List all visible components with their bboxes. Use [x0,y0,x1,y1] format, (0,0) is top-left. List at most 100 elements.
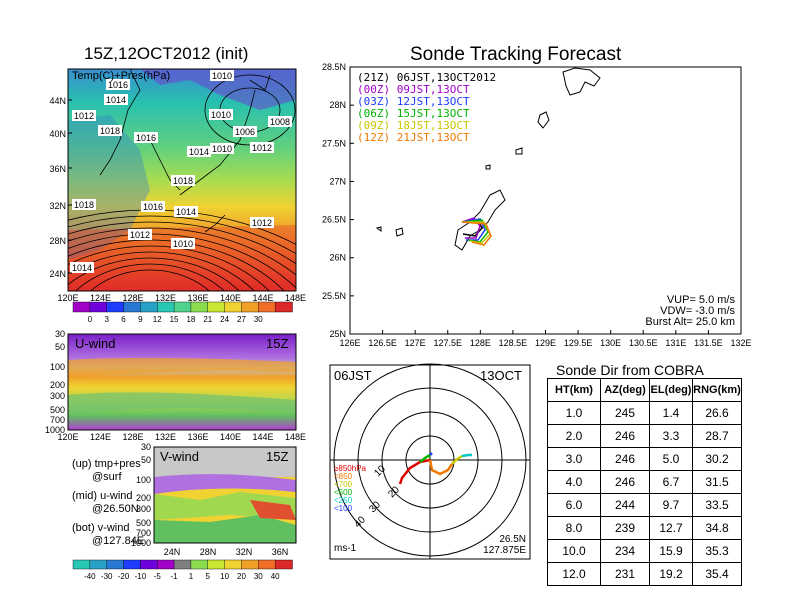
colorbar-label: 9 [138,315,143,324]
isobar-label-bg [106,79,130,90]
lon-tick-label: 144E [252,432,273,442]
table-cell: 28.7 [692,424,742,448]
table-cell: 234 [600,539,650,563]
lon-tick-label: 148E [285,293,306,303]
table-cell: 1.0 [547,401,601,425]
col-header: AZ(deg) [600,378,650,402]
lon-tick-label: 127.5E [433,338,462,348]
isobar-label: 1012 [252,143,272,153]
isobar-label: 1012 [252,218,272,228]
table-row: 10.0 234 15.9 35.3 [547,539,742,563]
pressure-tick-label: 300 [136,504,151,514]
isobar-label-bg [268,116,292,127]
lon-tick-label: 120E [57,432,78,442]
track-params: VUP= 5.0 m/s VDW= -3.0 m/s Burst Alt= 25… [630,295,735,328]
table-cell: 4.0 [547,470,601,494]
pressure-tick-label: 500 [136,518,151,528]
isobar-label-bg [233,126,257,137]
tracking-title: Sonde Tracking Forecast [410,44,622,65]
lat-tick-label: 24N [49,269,66,279]
colorbar-label: -1 [171,572,179,581]
lon-tick-label: 132E [155,432,176,442]
isobar-line [68,245,270,291]
note-mid: (mid) u-wind @26.50N [72,490,139,515]
lat-tick-label: 44N [49,96,66,106]
isobar-label-bg [141,201,165,212]
table-cell: 2.0 [547,424,601,448]
table-row: 1.0 245 1.4 26.6 [547,401,742,425]
level-label: ≥850hPa [334,464,366,473]
lon-tick-label: 130.5E [629,338,658,348]
lat-tick-label: 32N [49,201,66,211]
table-cell: 6.0 [547,493,601,517]
table-row: 4.0 246 6.7 31.5 [547,470,742,494]
table-cell: 231 [600,562,650,586]
table-cell: 3.3 [649,424,693,448]
table-cell: 3.0 [547,447,601,471]
v-wind-time: 15Z [266,449,289,464]
note-up: (up) tmp+pres @surf [72,458,141,483]
polar-lon: 127.875E [483,545,526,556]
lon-tick-label: 128E [122,432,143,442]
isobar-label: 1014 [72,263,92,273]
pressure-tick-label: 30 [141,442,151,452]
table-cell: 8.0 [547,516,601,540]
table-cell: 246 [600,424,650,448]
lat-tick-label: 27.5N [322,138,346,148]
polar-time: 06JST [334,368,372,383]
colorbar-label: 21 [203,315,212,324]
isobar-label: 1014 [176,207,196,217]
level-label: <500 [334,488,353,497]
lon-tick-label: 130E [600,338,621,348]
pressure-tick-label: 1000 [131,538,151,548]
isobar-line [68,227,296,276]
pressure-tick-label: 700 [136,528,151,538]
colorbar-label: 27 [237,315,246,324]
lat-tick-label: 32N [236,547,253,557]
lon-tick-label: 136E [187,432,208,442]
level-label: <100 [334,504,353,513]
colorbar-label: 3 [104,315,109,324]
pressure-tick-label: 1000 [45,425,65,435]
colorbar-label: 6 [121,315,126,324]
u-wind-panel [67,333,297,431]
colorbar-label: 15 [170,315,179,324]
vdw-label: VDW= -3.0 m/s [660,305,735,317]
legend-item: (06Z) 15JST,13OCT [357,107,470,120]
table-row: 3.0 246 5.0 30.2 [547,447,742,471]
isobar-label-bg [128,229,152,240]
lat-tick-label: 25N [329,329,346,339]
burst-label: Burst Alt= 25.0 km [645,316,735,328]
lat-tick-label: 28N [49,236,66,246]
isobar-label-bg [98,125,122,136]
lon-tick-label: 129E [535,338,556,348]
u-wind-time: 15Z [266,336,289,351]
table-cell: 5.0 [649,447,693,471]
isobar-label: 1014 [106,95,126,105]
isobar-line [75,263,225,291]
lon-tick-label: 128.5E [499,338,528,348]
isobar-label-bg [72,199,96,210]
isobar-line [90,269,210,291]
colorbar-label: -10 [135,572,147,581]
lon-tick-label: 129.5E [564,338,593,348]
isobar-line [68,251,255,291]
colorbar-swatch [274,301,293,313]
pressure-tick-label: 300 [50,391,65,401]
level-legend: ≥850hPa <850 <700 <500 <250 <100 [334,465,366,513]
level-label: <700 [334,480,353,489]
table-header-row: HT(km) AZ(deg) EL(deg) RNG(km) [547,378,742,402]
colorbar-label: 20 [237,572,246,581]
isobar-label-bg [210,70,234,81]
lat-tick-label: 28.5N [322,62,346,72]
u-wind-label: U-wind [75,336,116,351]
isobar-label-bg [104,94,128,105]
isobar-line [68,221,296,265]
colorbar-label: 30 [254,315,263,324]
table-cell: 245 [600,401,650,425]
lon-tick-label: 120E [57,293,78,303]
table-row: 8.0 239 12.7 34.8 [547,516,742,540]
